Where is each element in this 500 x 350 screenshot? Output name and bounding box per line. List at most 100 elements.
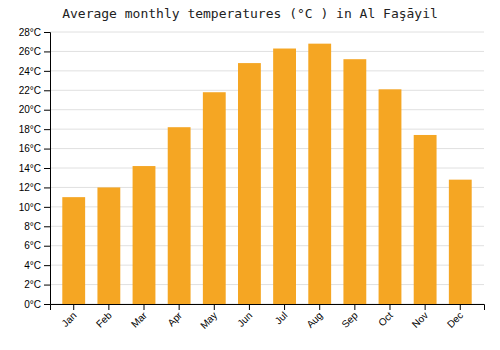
- tick-mark: [44, 265, 50, 266]
- tick: 8°C: [24, 221, 50, 232]
- tick-label: 18°C: [19, 124, 41, 135]
- tick-label: Aug: [304, 310, 324, 330]
- tick-mark: [44, 187, 50, 188]
- tick-mark: [44, 149, 50, 150]
- tick: Jan: [59, 304, 78, 329]
- tick-label: 12°C: [19, 182, 41, 193]
- bar: [238, 63, 261, 304]
- tick: 10°C: [19, 202, 50, 213]
- tick: 6°C: [24, 240, 50, 251]
- axis-line: [51, 305, 485, 311]
- bar: [343, 59, 366, 304]
- tick-label: 4°C: [24, 260, 41, 271]
- tick-label: Mar: [129, 309, 149, 329]
- tick-mark: [108, 304, 109, 310]
- tick: Apr: [165, 304, 184, 328]
- tick-label: 8°C: [24, 221, 41, 232]
- grid-line: [50, 90, 484, 91]
- tick-label: Apr: [165, 309, 184, 328]
- grid-line: [50, 129, 484, 130]
- bar: [273, 49, 296, 304]
- tick-label: 10°C: [19, 202, 41, 213]
- tick: 2°C: [24, 279, 50, 290]
- tick-mark: [389, 304, 390, 310]
- bar: [449, 180, 472, 304]
- tick-label: 20°C: [19, 104, 41, 115]
- tick-label: 24°C: [19, 66, 41, 77]
- grid-line: [50, 32, 484, 33]
- grid-line: [50, 70, 484, 71]
- tick: 12°C: [19, 182, 50, 193]
- tick: 26°C: [19, 46, 50, 57]
- tick-mark: [44, 304, 50, 305]
- bar: [97, 187, 120, 304]
- tick-mark: [44, 32, 50, 33]
- bar: [203, 92, 226, 304]
- tick-mark: [249, 304, 250, 310]
- tick: Oct: [376, 304, 395, 328]
- tick-label: 14°C: [19, 163, 41, 174]
- grid-line: [50, 109, 484, 110]
- y-axis: 0°C 2°C 4°C 6°C 8°C 10°C 12°C 14°C 16°C 18°C 20°C 2…: [19, 27, 51, 310]
- tick-label: 22°C: [19, 85, 41, 96]
- bar: [62, 197, 85, 304]
- tick: Dec: [445, 304, 465, 330]
- tick: 18°C: [19, 124, 50, 135]
- tick-mark: [44, 207, 50, 208]
- tick-label: Jul: [273, 310, 290, 327]
- tick-mark: [44, 51, 50, 52]
- tick-mark: [319, 304, 320, 310]
- grid: [50, 32, 484, 304]
- tick: Nov: [410, 304, 430, 330]
- tick-label: 2°C: [24, 279, 41, 290]
- bar: [133, 166, 156, 304]
- tick-label: 6°C: [24, 240, 41, 251]
- tick-mark: [144, 304, 145, 310]
- tick-mark: [44, 285, 50, 286]
- axis-line: [44, 33, 51, 305]
- tick-mark: [44, 226, 50, 227]
- tick-label: Jan: [59, 310, 78, 329]
- tick-mark: [44, 246, 50, 247]
- title: Average monthly temperatures (°C ) in Al…: [62, 6, 438, 21]
- tick: May: [198, 304, 219, 331]
- tick-mark: [425, 304, 426, 310]
- tick-label: 28°C: [19, 27, 41, 38]
- tick: Jun: [235, 304, 254, 329]
- tick-mark: [44, 110, 50, 111]
- tick-mark: [460, 304, 461, 310]
- tick-mark: [284, 304, 285, 310]
- tick-label: 0°C: [24, 299, 41, 310]
- tick-label: Jun: [235, 310, 254, 329]
- tick: 14°C: [19, 163, 50, 174]
- tick-mark: [44, 168, 50, 169]
- tick: 24°C: [19, 66, 50, 77]
- tick: Jul: [273, 304, 290, 326]
- bar: [379, 89, 402, 304]
- tick-label: 16°C: [19, 143, 41, 154]
- tick: 0°C: [24, 299, 50, 310]
- bars: [62, 44, 471, 304]
- tick: 4°C: [24, 260, 50, 271]
- plot: 0°C 2°C 4°C 6°C 8°C 10°C 12°C 14°C 16°C 18°C 20°C 2…: [19, 27, 485, 331]
- tick-mark: [44, 129, 50, 130]
- tick: 16°C: [19, 143, 50, 154]
- tick-label: Oct: [376, 310, 395, 329]
- bar: [414, 135, 437, 304]
- bar: [168, 127, 191, 304]
- tick: 20°C: [19, 104, 50, 115]
- tick-mark: [179, 304, 180, 310]
- tick: Feb: [94, 304, 114, 330]
- tick-mark: [44, 90, 50, 91]
- tick: 28°C: [19, 27, 50, 38]
- tick: Mar: [129, 304, 149, 330]
- tick-label: Dec: [445, 310, 465, 330]
- tick: 22°C: [19, 85, 50, 96]
- tick-mark: [214, 304, 215, 310]
- tick-label: May: [198, 310, 219, 331]
- grid-line: [50, 51, 484, 52]
- tick-mark: [44, 71, 50, 72]
- tick: Aug: [304, 304, 324, 330]
- tick-label: Nov: [410, 310, 430, 330]
- chart: Average monthly temperatures (°C ) in Al…: [0, 0, 500, 350]
